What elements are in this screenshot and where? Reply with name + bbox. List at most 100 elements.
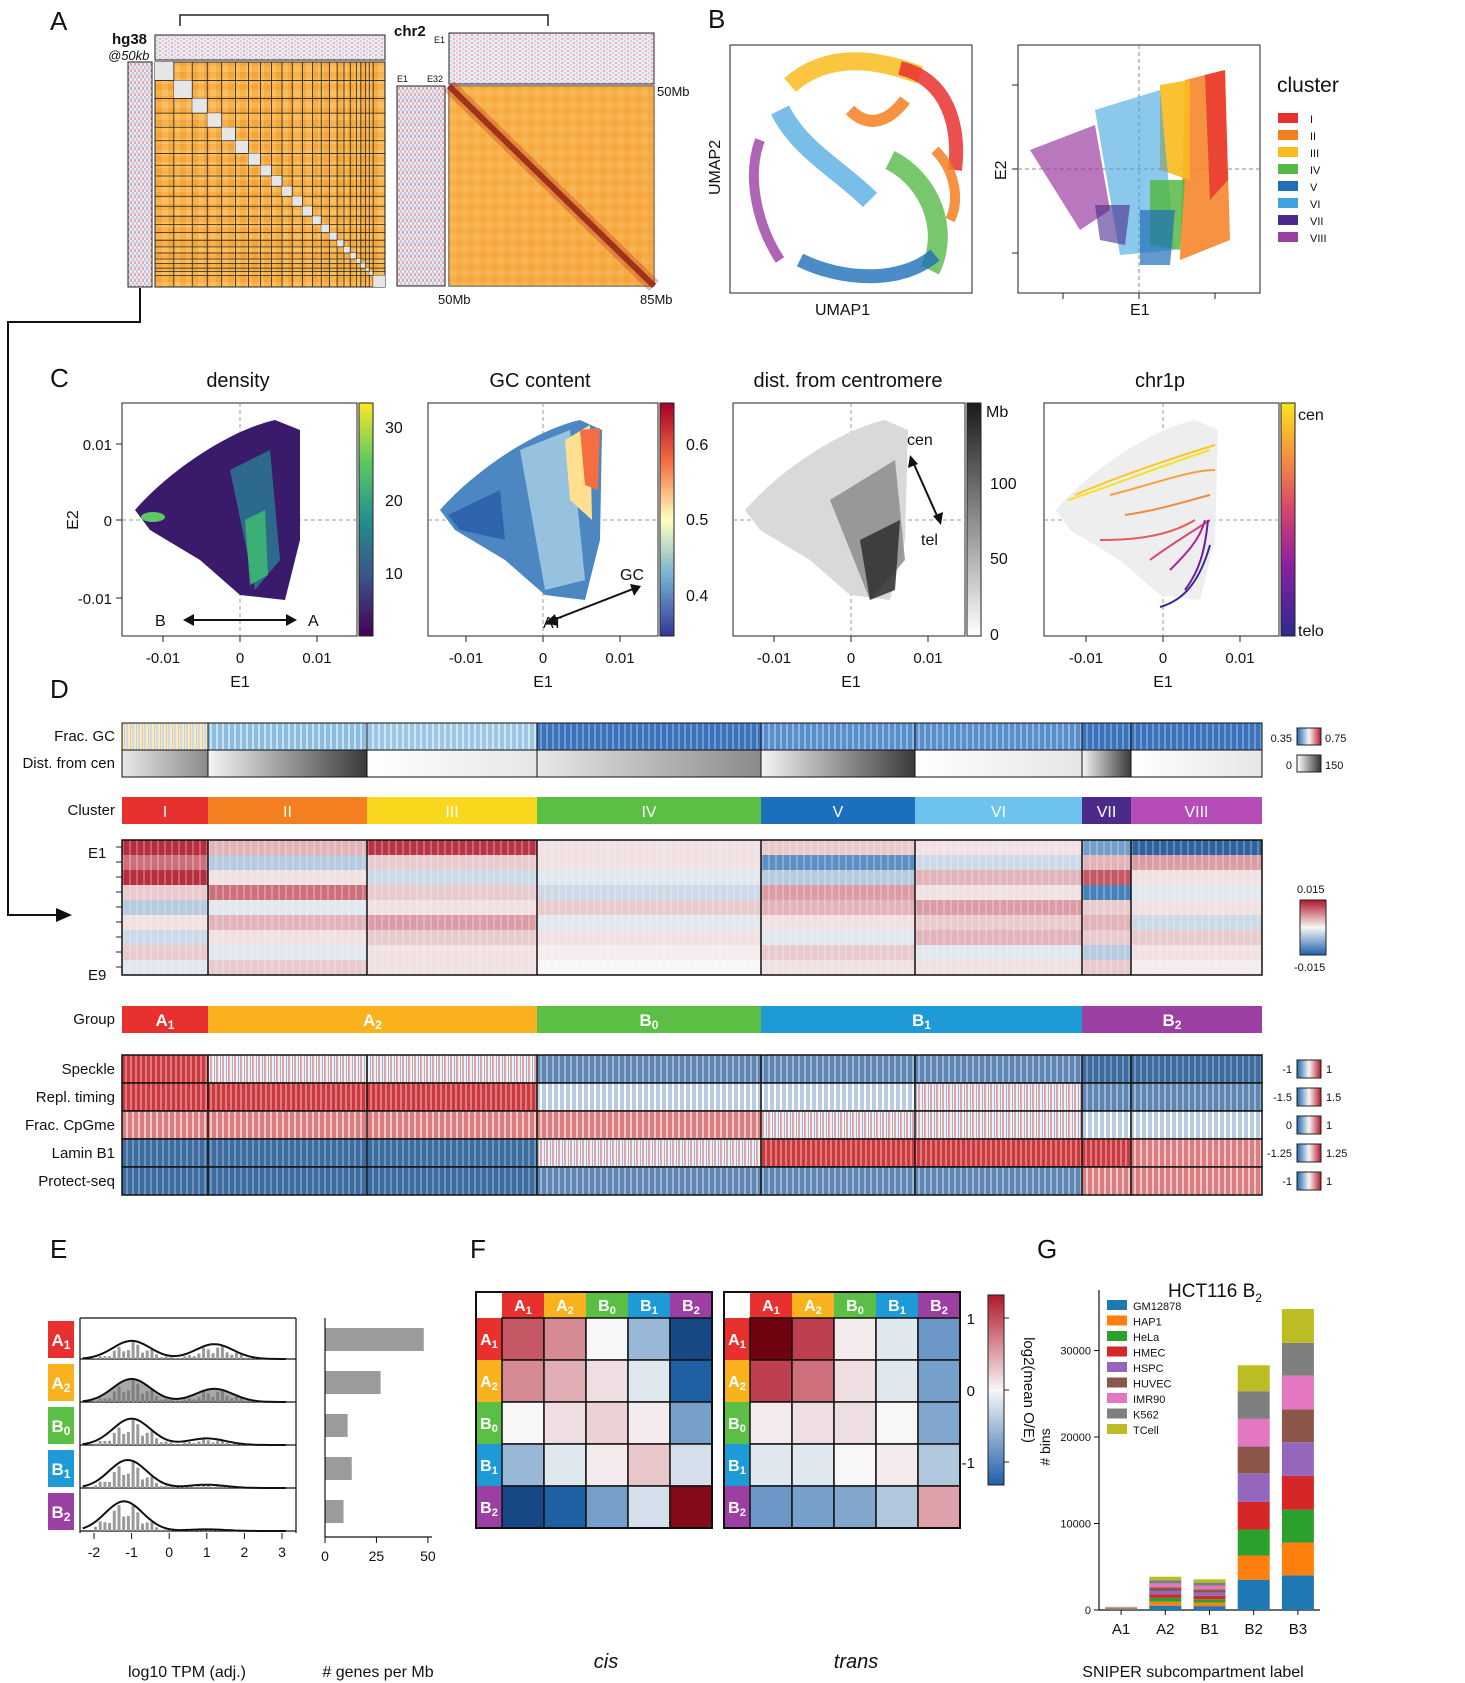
f-cell: [669, 1317, 713, 1361]
f-cell: [543, 1485, 587, 1529]
track-scale-high: 1.25: [1326, 1148, 1347, 1160]
c-arrow-b: B: [155, 613, 166, 630]
d-label-e1: E1: [88, 845, 106, 862]
group-segment-label: B2: [1163, 1011, 1182, 1032]
e1-left-label: E1: [397, 74, 408, 84]
g-bar-segment: [1193, 1599, 1226, 1603]
chr-label: chr2: [394, 23, 426, 40]
d-label-e9: E9: [88, 967, 106, 984]
dist-unit: Mb: [986, 404, 1008, 421]
c-gc-colorbar: [659, 402, 675, 637]
group-segment-label: A1: [156, 1011, 175, 1032]
scale-eig-low: -0.015: [1294, 962, 1325, 974]
f-cell: [543, 1359, 587, 1403]
c-ytick: 0: [104, 513, 112, 530]
f-row-header: [476, 1444, 502, 1486]
c-dist-colorbar: [966, 402, 982, 637]
g-xtick: B1: [1200, 1621, 1218, 1638]
c-xtick: -0.01: [146, 650, 180, 667]
eigen-heatmap: [116, 839, 1263, 976]
pca-xlabel: E1: [1130, 302, 1150, 319]
g-stacked-bar: 30000 20000 10000 0 A1 A2 B1 B2 B3 GM12878 HAP1 HeL…: [1060, 1290, 1320, 1638]
f-col-header: [834, 1292, 876, 1318]
legend-swatch: [1278, 181, 1298, 191]
e-group-label: A1: [52, 1331, 71, 1352]
c-xlabel: E1: [230, 674, 250, 691]
scale-gc-low: 0.35: [1271, 733, 1292, 745]
cluster-segment: [537, 797, 761, 824]
f-cell: [917, 1401, 961, 1445]
scale-dist-high: 150: [1325, 760, 1343, 772]
c-arrow-cen: cen: [907, 432, 933, 449]
e-bar-xtick: 0: [321, 1548, 329, 1564]
gc-tick-0.4: 0.4: [686, 588, 708, 605]
f-row-header-label: A1: [480, 1332, 498, 1351]
f-row-header-label: A2: [480, 1374, 498, 1393]
g-xtick: A2: [1156, 1621, 1174, 1638]
e-group-box: [48, 1450, 74, 1487]
c-xlabel: E1: [841, 674, 861, 691]
d-label-dist: Dist. from cen: [22, 755, 115, 772]
c-chr1p-colorbar: [1280, 402, 1296, 637]
c-xtick: -0.01: [757, 650, 791, 667]
g-bar-segment: [1281, 1575, 1314, 1610]
f-cell: [501, 1317, 545, 1361]
f-cell: [875, 1443, 919, 1487]
f-row-header-label: B2: [480, 1500, 498, 1519]
e-bar-xlabel: # genes per Mb: [322, 1664, 433, 1681]
legend-label: V: [1310, 182, 1318, 194]
panel-letter-g: G: [1037, 1234, 1057, 1264]
chr1p-telo: telo: [1298, 623, 1324, 640]
g-bar-segment: [1281, 1375, 1314, 1410]
c-xlabel: E1: [533, 674, 553, 691]
f-cell: [585, 1443, 629, 1487]
chr2-start-bottom: 50Mb: [438, 292, 471, 307]
e-bar: [325, 1371, 381, 1394]
group-segment: [1082, 1006, 1262, 1033]
f-colorbar: [987, 1294, 1005, 1486]
c-arrow-a: A: [308, 613, 319, 630]
f-cell: [833, 1443, 877, 1487]
cluster-segment: [122, 797, 208, 824]
f-cell: [875, 1317, 919, 1361]
f-cell: [627, 1401, 671, 1445]
e-bar: [325, 1500, 344, 1523]
legend-label: VII: [1310, 216, 1323, 228]
g-bar-segment: [1281, 1475, 1314, 1510]
f-cell: [585, 1317, 629, 1361]
panel-c: density GC content dist. from centromere…: [65, 370, 1324, 691]
f-row-header-label: A1: [728, 1332, 746, 1351]
g-legend-label: IMR90: [1133, 1394, 1165, 1406]
d-label-group: Group: [73, 1011, 115, 1028]
track-label: Lamin B1: [52, 1145, 115, 1162]
e-group-label: B2: [52, 1503, 71, 1524]
g-legend-label: HeLa: [1133, 1332, 1160, 1344]
c-ytick: 0.01: [83, 437, 112, 454]
f-col-header: [918, 1292, 960, 1318]
f-cell: [791, 1401, 835, 1445]
f-cell: [501, 1359, 545, 1403]
f-cell: [585, 1359, 629, 1403]
chr2-diagonal: [446, 83, 657, 289]
c-ytick: -0.01: [78, 591, 112, 608]
panel-b: UMAP1 UMAP2 E1 E2 cluster IIIIIIIVVVIVII…: [707, 44, 1339, 319]
f-cell: [669, 1443, 713, 1487]
f-col-header: [792, 1292, 834, 1318]
chr2-start-right: 50Mb: [657, 84, 690, 99]
e-xtick: -1: [125, 1544, 138, 1560]
e-bars: 0 25 50: [321, 1318, 436, 1564]
legend-swatch: [1278, 232, 1298, 242]
c-arrow-gc: GC: [620, 567, 644, 584]
gc-tick-0.6: 0.6: [686, 437, 708, 454]
f-col-header-label: B0: [846, 1298, 864, 1317]
f-trans-heatmap: A1 A1 A2 A2 B0 B0 B1 B1 B2 B2: [723, 1291, 961, 1529]
c-arrow-tel: tel: [921, 532, 938, 549]
panel-g: HCT116 B2 30000 20000 10000 0 A1 A2 B1 B2 B3 GM12…: [1037, 1281, 1320, 1681]
group-segment-label: B0: [640, 1011, 659, 1032]
g-ytick: 20000: [1060, 1432, 1091, 1444]
f-cell: [917, 1359, 961, 1403]
g-bar-segment: [1281, 1442, 1314, 1476]
d-label-cluster: Cluster: [67, 802, 115, 819]
track-label: Repl. timing: [36, 1089, 115, 1106]
